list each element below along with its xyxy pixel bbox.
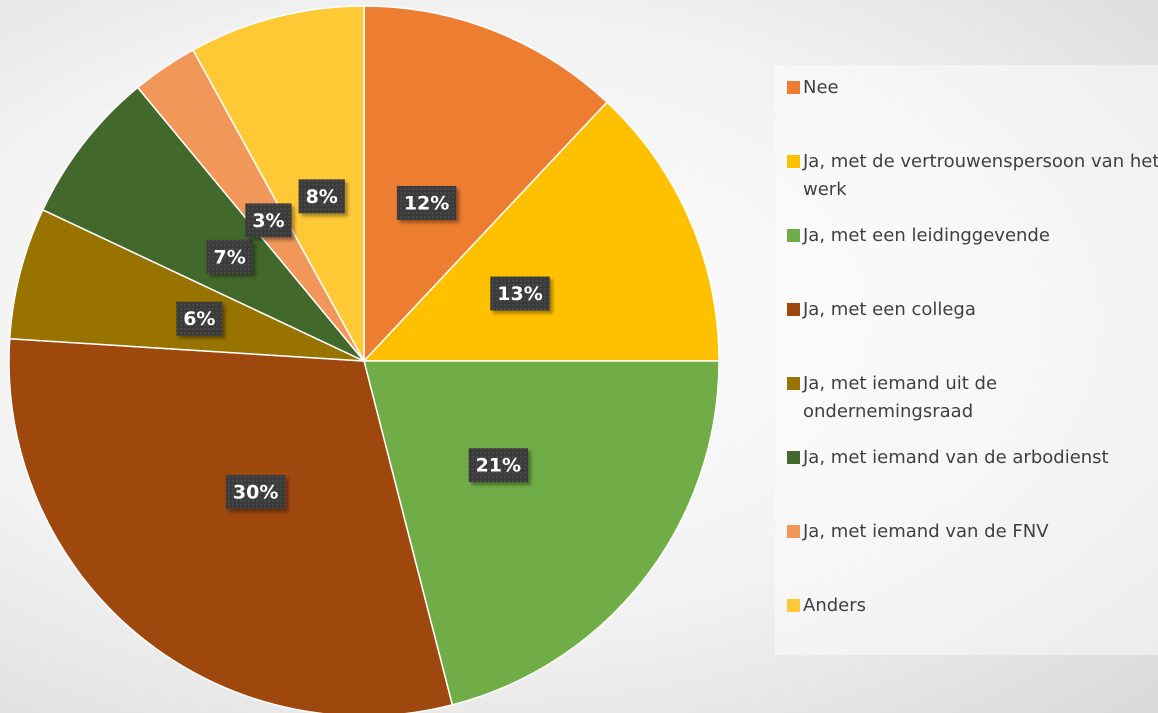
pie-slice (191, 5, 365, 362)
legend-swatch (787, 525, 800, 538)
data-label-box (298, 179, 345, 214)
pie-slice (363, 5, 609, 363)
pie-slice (41, 86, 365, 362)
data-label-text: 12% (404, 192, 449, 214)
data-label-box (176, 301, 223, 336)
legend-label: Nee (803, 77, 839, 98)
data-label: 30% (225, 474, 286, 509)
data-label-box (206, 239, 253, 274)
pie-slice (8, 337, 454, 713)
data-label: 8% (298, 179, 345, 214)
data-label-box (490, 276, 550, 311)
legend-swatch (787, 229, 800, 242)
data-label-text: 6% (183, 308, 215, 330)
data-label-text: 3% (252, 210, 284, 232)
data-label-text: 7% (214, 246, 246, 268)
data-label: 13% (490, 276, 550, 311)
data-label: 7% (206, 239, 253, 274)
data-label-box (245, 203, 292, 238)
legend-swatch (787, 81, 800, 94)
data-label-text: 13% (497, 283, 542, 305)
legend-label: Ja, met iemand uit de ondernemingsraad (803, 373, 998, 422)
pie-slice (362, 101, 720, 362)
legend-swatch (787, 599, 800, 612)
legend-label: Ja, met iemand van de arbodienst (803, 447, 1109, 468)
legend-label: Ja, met de vertrouwenspersoon van het we… (803, 151, 1158, 200)
data-label: 12% (396, 185, 457, 220)
data-label: 6% (176, 301, 223, 336)
data-label: 3% (245, 203, 292, 238)
data-label: 21% (468, 448, 529, 483)
data-label-box (468, 448, 529, 483)
pie-slice (8, 208, 365, 362)
legend-label: Ja, met een leidinggevende (803, 225, 1050, 246)
legend-swatch (787, 303, 800, 316)
data-label-box (225, 474, 286, 509)
data-label-text: 21% (476, 455, 521, 477)
data-label-box (396, 185, 457, 220)
pie-slice (363, 360, 720, 706)
legend-swatch (787, 377, 800, 390)
legend-label: Ja, met iemand van de FNV (803, 521, 1049, 542)
legend-label: Anders (803, 595, 866, 616)
legend-swatch (787, 451, 800, 464)
data-label-text: 8% (306, 186, 338, 208)
legend-swatch (787, 155, 800, 168)
legend: Nee Ja, met de vertrouwenspersoon van het… (775, 65, 1158, 655)
legend-label: Ja, met een collega (803, 299, 976, 320)
data-label-text: 30% (233, 481, 278, 503)
